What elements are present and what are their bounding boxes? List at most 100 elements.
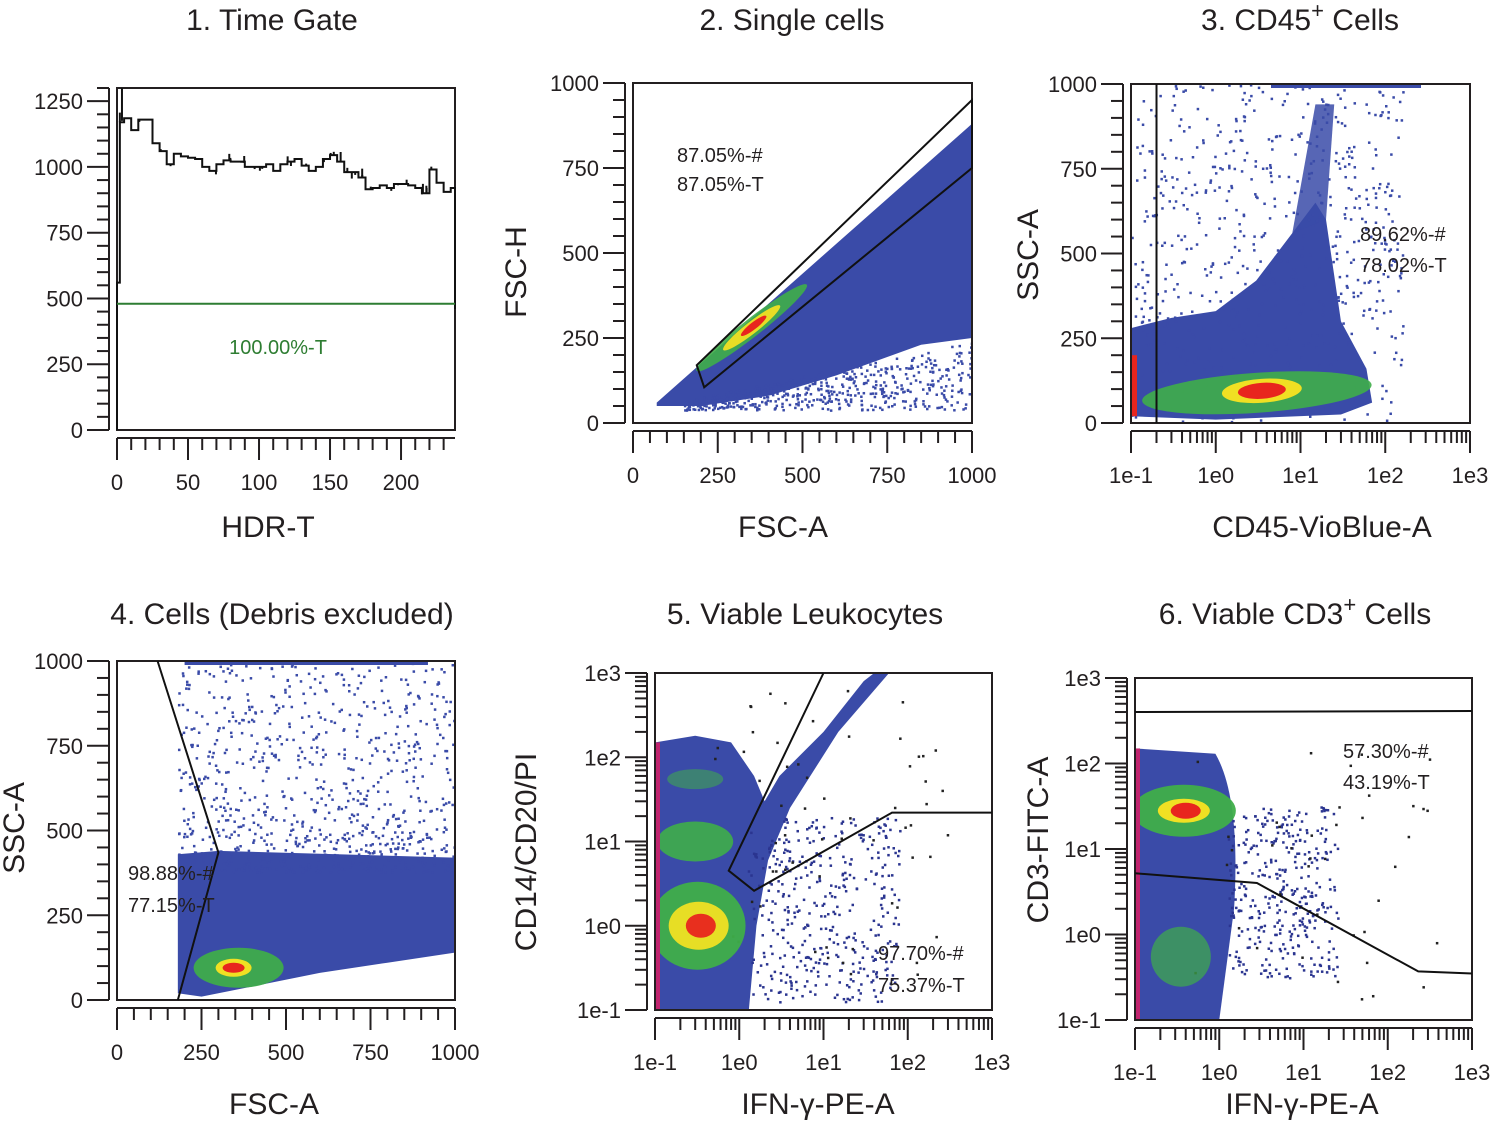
event-dot xyxy=(1258,912,1262,916)
event-dot xyxy=(294,842,298,846)
event-dot xyxy=(834,834,837,838)
event-dot xyxy=(404,820,407,823)
event-dot xyxy=(1297,304,1301,307)
event-dot xyxy=(263,802,266,806)
event-dot xyxy=(1285,829,1288,833)
event-dot xyxy=(1329,363,1333,367)
event-dot xyxy=(289,870,292,874)
event-dot xyxy=(782,928,785,932)
event-dot xyxy=(228,720,231,723)
event-dot xyxy=(423,680,427,684)
event-dot xyxy=(1163,175,1167,178)
event-dot xyxy=(1184,362,1188,366)
event-dot xyxy=(881,915,885,918)
event-dot xyxy=(1218,227,1221,230)
event-dot xyxy=(1279,949,1283,953)
event-dot xyxy=(875,972,878,976)
event-dot xyxy=(1197,221,1201,225)
event-dot xyxy=(890,365,893,369)
event-dot xyxy=(786,392,789,396)
event-dot xyxy=(1343,106,1347,109)
event-dot xyxy=(394,853,398,856)
event-dot xyxy=(846,403,850,406)
event-dot xyxy=(1265,865,1268,868)
panel-3-title-tail: Cells xyxy=(1324,4,1399,37)
event-dot xyxy=(728,402,731,405)
event-dot xyxy=(849,398,853,401)
event-dot xyxy=(1204,268,1207,271)
event-dot xyxy=(256,742,259,745)
event-dot xyxy=(773,970,777,974)
event-dot xyxy=(758,884,761,888)
density-edge xyxy=(1132,355,1137,417)
event-dot xyxy=(408,866,411,870)
event-dot xyxy=(1315,220,1319,223)
event-dot xyxy=(301,845,305,849)
event-dot xyxy=(817,388,820,392)
event-dot xyxy=(893,403,896,406)
event-dot xyxy=(1302,344,1305,347)
event-dot xyxy=(776,392,779,395)
event-dot xyxy=(347,683,351,687)
event-dot xyxy=(1230,906,1234,910)
event-dot xyxy=(1318,216,1321,219)
event-dot xyxy=(1343,213,1347,216)
event-dot xyxy=(758,404,761,407)
event-dot xyxy=(792,955,795,959)
event-dot xyxy=(712,396,716,400)
event-dot xyxy=(1322,303,1325,307)
event-dot xyxy=(318,828,322,832)
event-dot xyxy=(268,738,271,742)
event-dot xyxy=(200,855,203,858)
event-dot xyxy=(1163,157,1167,160)
event-dot xyxy=(945,368,948,372)
event-dot xyxy=(1218,217,1222,220)
event-dot xyxy=(1327,965,1331,968)
event-dot xyxy=(942,393,946,397)
event-dot xyxy=(213,858,217,862)
event-dot xyxy=(374,736,378,740)
event-dot xyxy=(905,367,908,370)
event-dot xyxy=(836,993,839,997)
event-dot xyxy=(404,867,407,870)
event-dot xyxy=(1235,864,1238,867)
plot-frame xyxy=(116,87,456,431)
event-dot xyxy=(809,392,813,396)
event-dot xyxy=(1292,843,1295,846)
event-dot xyxy=(849,394,853,397)
event-dot xyxy=(1315,847,1318,850)
event-dot xyxy=(916,365,920,368)
event-dot xyxy=(285,839,289,843)
event-dot xyxy=(1146,407,1150,411)
event-dot xyxy=(412,703,416,706)
event-dot xyxy=(191,745,194,749)
density-layer xyxy=(1132,85,1421,422)
event-dot xyxy=(1296,180,1299,183)
event-dot xyxy=(1208,299,1212,303)
event-dot xyxy=(256,871,259,874)
event-dot xyxy=(799,876,803,879)
event-dot xyxy=(1344,175,1347,179)
event-dot xyxy=(924,365,928,369)
event-dot xyxy=(848,909,852,912)
event-dot xyxy=(762,867,765,870)
event-dot xyxy=(182,807,186,811)
event-dot xyxy=(845,984,849,987)
event-dot xyxy=(1257,929,1261,932)
event-dot xyxy=(1256,818,1259,822)
event-dot xyxy=(1243,159,1247,162)
event-dot xyxy=(818,831,821,834)
event-dot xyxy=(805,391,809,395)
event-dot xyxy=(841,383,844,386)
event-dot xyxy=(335,673,338,676)
event-dot xyxy=(1176,347,1179,350)
event-dot xyxy=(1180,312,1183,315)
event-dot xyxy=(223,706,226,710)
event-dot xyxy=(244,712,247,715)
event-dot xyxy=(401,831,404,834)
event-dot xyxy=(1238,222,1241,226)
event-dot xyxy=(1254,193,1257,196)
event-dot xyxy=(260,869,263,873)
event-dot xyxy=(944,385,948,388)
event-dot xyxy=(253,796,257,799)
